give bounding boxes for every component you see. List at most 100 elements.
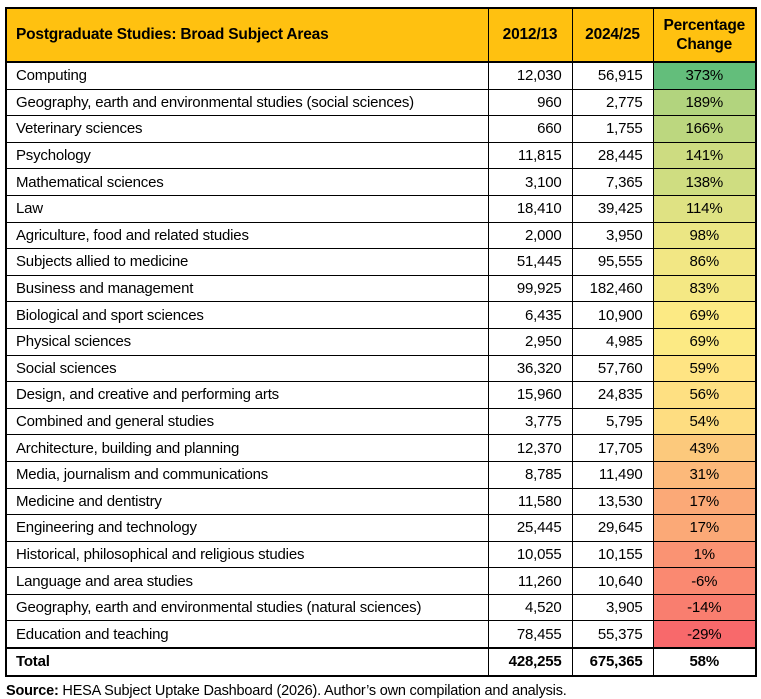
subject-cell: Physical sciences xyxy=(5,327,489,356)
value-2012-cell: 10,055 xyxy=(487,540,573,569)
table-row: Physical sciences 2,950 4,985 69% xyxy=(5,327,757,356)
col-header-2012-13: 2012/13 xyxy=(487,7,573,63)
change-cell: 69% xyxy=(652,301,757,329)
table-header: Postgraduate Studies: Broad Subject Area… xyxy=(5,7,757,63)
change-cell: 189% xyxy=(652,88,757,117)
table-row: Computing 12,030 56,915 373% xyxy=(5,61,757,90)
value-2024-cell: 95,555 xyxy=(571,248,654,276)
table-row: Historical, philosophical and religious … xyxy=(5,540,757,569)
table-row: Medicine and dentistry 11,580 13,530 17% xyxy=(5,487,757,516)
subject-cell: Language and area studies xyxy=(5,567,489,595)
subject-cell: Business and management xyxy=(5,274,489,303)
value-2024-cell: 5,795 xyxy=(571,407,654,436)
change-cell: 86% xyxy=(652,248,757,276)
value-2012-cell: 2,000 xyxy=(487,221,573,250)
value-2012-cell: 6,435 xyxy=(487,301,573,329)
value-2012-cell: 660 xyxy=(487,115,573,143)
value-2012-cell: 36,320 xyxy=(487,354,573,383)
value-2012-cell: 99,925 xyxy=(487,274,573,303)
value-2012-cell: 12,370 xyxy=(487,434,573,462)
subject-cell: Psychology xyxy=(5,141,489,170)
value-2012-cell: 11,260 xyxy=(487,567,573,595)
value-2024-cell: 29,645 xyxy=(571,514,654,542)
value-2012-cell: 25,445 xyxy=(487,514,573,542)
subject-cell: Veterinary sciences xyxy=(5,115,489,143)
value-2024-cell: 1,755 xyxy=(571,115,654,143)
subject-cell: Education and teaching xyxy=(5,620,489,649)
table-row: Media, journalism and communications 8,78… xyxy=(5,460,757,489)
subject-cell: Historical, philosophical and religious … xyxy=(5,540,489,569)
table-row: Business and management 99,925 182,460 83% xyxy=(5,274,757,303)
value-2024-cell: 57,760 xyxy=(571,354,654,383)
subject-cell: Geography, earth and environmental studi… xyxy=(5,88,489,117)
table-row: Biological and sport sciences 6,435 10,900… xyxy=(5,301,757,329)
subject-cell: Biological and sport sciences xyxy=(5,301,489,329)
subject-cell: Architecture, building and planning xyxy=(5,434,489,462)
table-row: Subjects allied to medicine 51,445 95,555 8… xyxy=(5,248,757,276)
value-2024-cell: 11,490 xyxy=(571,460,654,489)
change-cell: 69% xyxy=(652,327,757,356)
value-2012-cell: 3,775 xyxy=(487,407,573,436)
change-cell: 59% xyxy=(652,354,757,383)
table-row: Geography, earth and environmental studi… xyxy=(5,593,757,622)
change-cell: -14% xyxy=(652,593,757,622)
table-row: Design, and creative and performing arts… xyxy=(5,381,757,409)
subject-cell: Mathematical sciences xyxy=(5,168,489,196)
table-row: Social sciences 36,320 57,760 59% xyxy=(5,354,757,383)
value-2024-cell: 3,905 xyxy=(571,593,654,622)
value-2024-cell: 55,375 xyxy=(571,620,654,649)
value-2012-cell: 12,030 xyxy=(487,61,573,90)
table-row: Architecture, building and planning 12,37… xyxy=(5,434,757,462)
source-text: HESA Subject Uptake Dashboard (2026). Au… xyxy=(58,682,567,699)
subject-cell: Engineering and technology xyxy=(5,514,489,542)
change-cell: 31% xyxy=(652,460,757,489)
subject-cell: Computing xyxy=(5,61,489,90)
subject-cell: Combined and general studies xyxy=(5,407,489,436)
value-2024-cell: 56,915 xyxy=(571,61,654,90)
source-caption: Source: HESA Subject Uptake Dashboard (2… xyxy=(6,683,756,699)
table-row: Language and area studies 11,260 10,640 -6% xyxy=(5,567,757,595)
subject-cell: Media, journalism and communications xyxy=(5,460,489,489)
value-2024-cell: 13,530 xyxy=(571,487,654,516)
value-2024-cell: 7,365 xyxy=(571,168,654,196)
page: Postgraduate Studies: Broad Subject Area… xyxy=(5,7,757,699)
value-2024-cell: 10,640 xyxy=(571,567,654,595)
value-2012-cell: 960 xyxy=(487,88,573,117)
table-row: Veterinary sciences 660 1,755 166% xyxy=(5,115,757,143)
value-2012-cell: 11,815 xyxy=(487,141,573,170)
table-body: Computing 12,030 56,915 373% Geography, eart… xyxy=(5,61,757,649)
total-2024-value: 675,365 xyxy=(571,647,654,677)
table-row: Combined and general studies 3,775 5,795 54… xyxy=(5,407,757,436)
value-2012-cell: 51,445 xyxy=(487,248,573,276)
table-row: Psychology 11,815 28,445 141% xyxy=(5,141,757,170)
value-2012-cell: 8,785 xyxy=(487,460,573,489)
change-cell: 373% xyxy=(652,61,757,90)
subject-cell: Agriculture, food and related studies xyxy=(5,221,489,250)
col-header-2024-25: 2024/25 xyxy=(571,7,654,63)
value-2012-cell: 3,100 xyxy=(487,168,573,196)
table-row: Education and teaching 78,455 55,375 -29% xyxy=(5,620,757,649)
change-cell: 56% xyxy=(652,381,757,409)
change-cell: 43% xyxy=(652,434,757,462)
change-cell: -29% xyxy=(652,620,757,649)
change-cell: 98% xyxy=(652,221,757,250)
value-2024-cell: 182,460 xyxy=(571,274,654,303)
col-header-percentage-change: Percentage Change xyxy=(652,7,757,63)
subject-cell: Geography, earth and environmental studi… xyxy=(5,593,489,622)
change-cell: 166% xyxy=(652,115,757,143)
value-2024-cell: 3,950 xyxy=(571,221,654,250)
change-cell: 17% xyxy=(652,487,757,516)
subject-cell: Design, and creative and performing arts xyxy=(5,381,489,409)
value-2024-cell: 17,705 xyxy=(571,434,654,462)
header-row: Postgraduate Studies: Broad Subject Area… xyxy=(5,7,757,63)
subject-cell: Social sciences xyxy=(5,354,489,383)
value-2012-cell: 18,410 xyxy=(487,194,573,223)
change-cell: 54% xyxy=(652,407,757,436)
value-2012-cell: 2,950 xyxy=(487,327,573,356)
change-cell: 83% xyxy=(652,274,757,303)
value-2012-cell: 4,520 xyxy=(487,593,573,622)
change-cell: 141% xyxy=(652,141,757,170)
value-2024-cell: 2,775 xyxy=(571,88,654,117)
table-row: Agriculture, food and related studies 2,0… xyxy=(5,221,757,250)
total-change-value: 58% xyxy=(652,647,757,677)
